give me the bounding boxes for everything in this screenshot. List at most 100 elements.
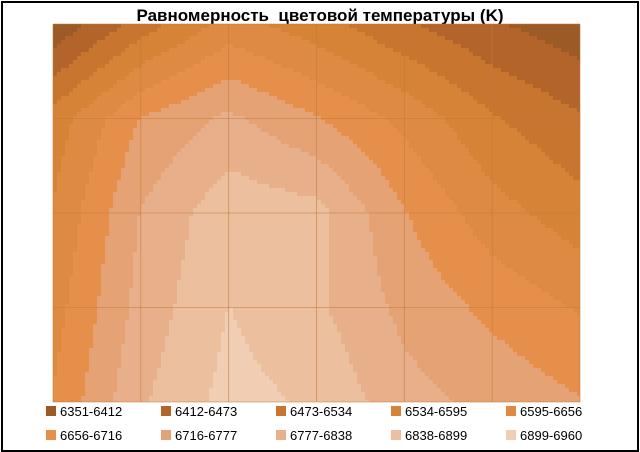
contour-cell [433,84,438,89]
contour-cell [193,124,198,129]
contour-cell [469,36,474,41]
contour-cell [441,140,446,145]
contour-cell [173,48,178,53]
contour-cell [57,48,62,53]
contour-cell [117,124,122,129]
contour-cell [449,140,454,145]
contour-cell [173,136,178,141]
contour-cell [297,112,302,117]
contour-cell [89,52,94,57]
contour-cell [101,56,106,61]
contour-cell [493,96,498,101]
contour-cell [513,72,518,77]
contour-cell [277,80,282,85]
contour-cell [177,152,182,157]
contour-cell [105,168,110,173]
contour-cell [385,92,390,97]
contour-cell [541,132,546,137]
contour-cell [345,124,350,129]
contour-cell [101,64,106,69]
contour-cell [405,100,410,105]
contour-cell [425,112,430,117]
contour-cell [545,24,550,29]
contour-cell [257,60,262,65]
contour-cell [373,112,378,117]
contour-cell [309,76,314,81]
contour-cell [425,132,430,137]
contour-cell [305,84,310,89]
contour-cell [289,156,294,161]
contour-cell [465,48,470,53]
contour-cell [189,140,194,145]
contour-cell [129,44,134,49]
contour-cell [265,108,270,113]
contour-cell [261,152,266,157]
contour-cell [349,60,354,65]
contour-cell [537,36,542,41]
contour-cell [285,68,290,73]
contour-cell [269,164,274,169]
contour-cell [333,68,338,73]
contour-cell [97,128,102,133]
contour-cell [289,160,294,165]
contour-cell [193,68,198,73]
contour-cell [73,52,78,57]
contour-cell [509,140,514,145]
contour-cell [553,108,558,113]
contour-cell [565,120,570,125]
contour-cell [361,40,366,45]
contour-cell [81,168,86,173]
contour-cell [129,28,134,33]
contour-cell [333,64,338,69]
contour-cell [561,136,566,141]
contour-cell [181,100,186,105]
contour-cell [437,84,442,89]
contour-cell [397,48,402,53]
contour-cell [105,84,110,89]
contour-cell [149,120,154,125]
contour-cell [577,148,580,153]
contour-cell [353,76,358,81]
contour-cell [409,40,414,45]
contour-cell [441,112,446,117]
contour-cell [89,56,94,61]
contour-cell [165,56,170,61]
contour-cell [513,48,518,53]
contour-cell [569,152,574,157]
contour-cell [525,112,530,117]
contour-cell [141,172,146,177]
contour-cell [213,40,218,45]
contour-cell [417,100,422,105]
contour-cell [97,140,102,145]
contour-cell [409,96,414,101]
contour-cell [521,88,526,93]
contour-cell [569,148,574,153]
contour-cell [301,32,306,37]
contour-cell [485,48,490,53]
contour-cell [89,60,94,65]
contour-cell [161,48,166,53]
contour-cell [77,56,82,61]
contour-cell [273,120,278,125]
contour-cell [325,68,330,73]
contour-cell [141,120,146,125]
contour-cell [205,64,210,69]
contour-cell [409,100,414,105]
contour-cell [77,48,82,53]
contour-cell [161,112,166,117]
contour-cell [265,160,270,165]
contour-cell [181,108,186,113]
contour-cell [141,24,146,29]
contour-cell [169,48,174,53]
contour-cell [401,28,406,33]
contour-cell [121,124,126,129]
contour-cell [489,148,494,153]
contour-cell [485,160,490,165]
contour-cell [565,92,570,97]
contour-cell [193,108,198,113]
contour-cell [89,80,94,85]
contour-cell [113,120,118,125]
contour-cell [489,152,494,157]
contour-cell [301,56,306,61]
contour-cell [505,152,510,157]
